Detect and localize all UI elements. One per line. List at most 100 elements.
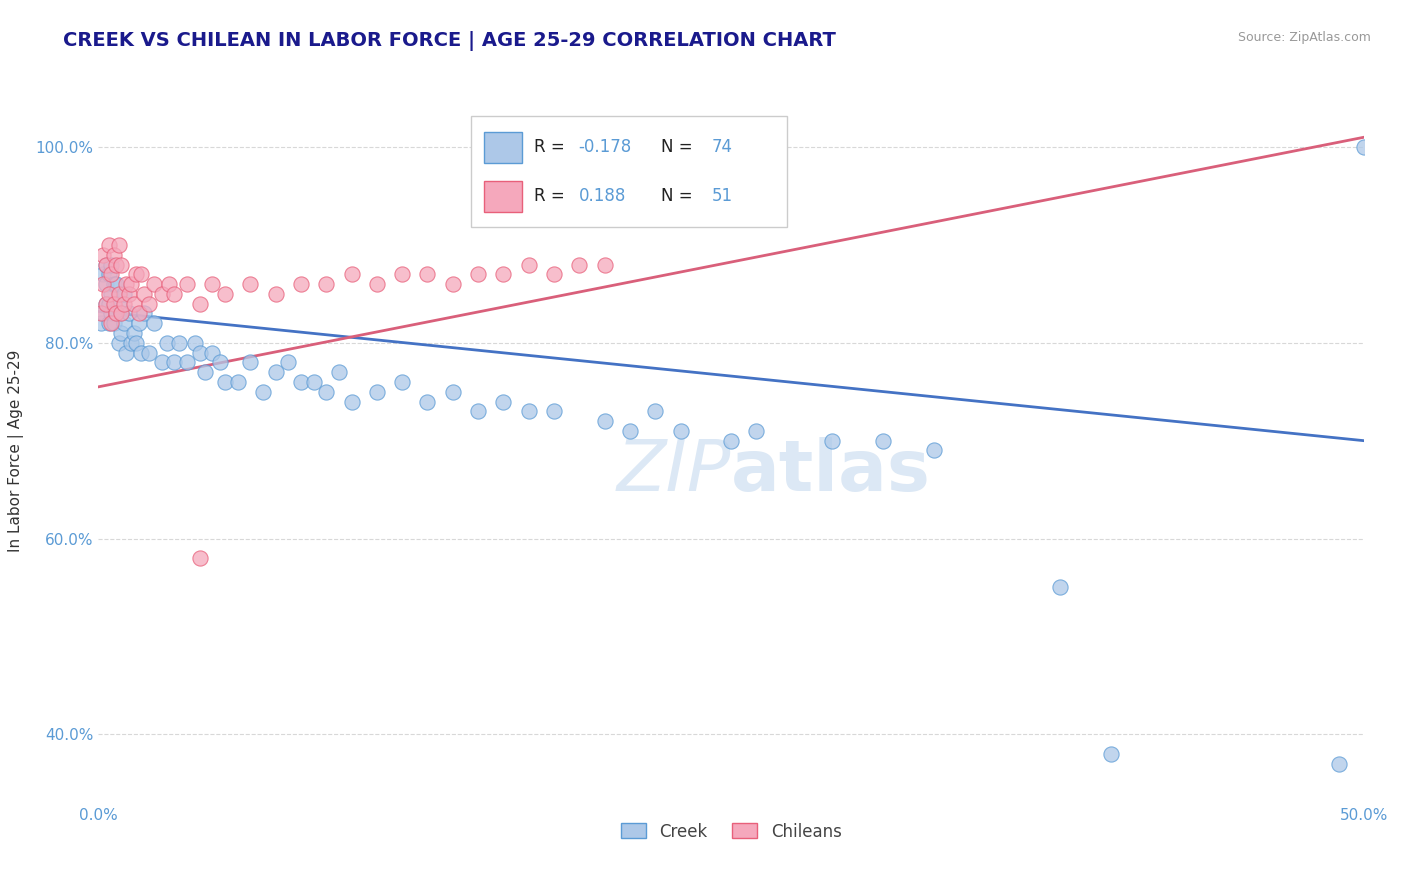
Point: [112, 296, 135, 310]
Point: [391, 268, 413, 282]
Point: [201, 277, 224, 291]
Point: [1049, 581, 1071, 595]
Point: [103, 316, 125, 330]
Point: [441, 384, 464, 399]
Text: 74: 74: [711, 138, 733, 156]
Point: [157, 277, 180, 291]
Point: [115, 277, 138, 291]
Point: [669, 424, 692, 438]
Point: [201, 345, 224, 359]
Point: [492, 394, 515, 409]
Point: [100, 316, 122, 330]
Point: [328, 365, 350, 379]
Point: [94, 258, 117, 272]
Point: [97, 286, 120, 301]
Point: [391, 375, 413, 389]
Point: [188, 551, 211, 566]
Point: [1353, 140, 1375, 154]
Point: [208, 355, 231, 369]
Point: [132, 306, 155, 320]
Text: 51: 51: [711, 187, 733, 205]
Point: [105, 306, 128, 320]
Text: -0.178: -0.178: [579, 138, 631, 156]
Point: [107, 335, 129, 350]
Point: [100, 306, 122, 320]
Point: [264, 286, 287, 301]
Point: [131, 268, 153, 282]
Legend: Creek, Chileans: Creek, Chileans: [614, 816, 848, 847]
Point: [156, 335, 179, 350]
Point: [492, 268, 515, 282]
Point: [150, 286, 173, 301]
Point: [290, 277, 312, 291]
Point: [188, 345, 211, 359]
Point: [93, 268, 115, 282]
Point: [110, 306, 132, 320]
Point: [90, 306, 112, 320]
Point: [93, 277, 115, 291]
Point: [105, 306, 128, 320]
Point: [128, 316, 150, 330]
Point: [340, 394, 363, 409]
Point: [138, 345, 160, 359]
Point: [97, 296, 120, 310]
Point: [619, 424, 641, 438]
Point: [467, 404, 489, 418]
Point: [132, 286, 155, 301]
Point: [125, 268, 148, 282]
Point: [543, 268, 565, 282]
Point: [315, 384, 337, 399]
Point: [467, 268, 489, 282]
Point: [150, 355, 173, 369]
Point: [568, 258, 591, 272]
Point: [169, 335, 191, 350]
Point: [194, 365, 217, 379]
Point: [138, 296, 160, 310]
Point: [93, 248, 115, 262]
Point: [366, 384, 388, 399]
Point: [97, 268, 120, 282]
Point: [122, 326, 145, 340]
Point: [107, 286, 129, 301]
Point: [112, 286, 135, 301]
Point: [122, 296, 145, 310]
Point: [120, 335, 142, 350]
Y-axis label: In Labor Force | Age 25-29: In Labor Force | Age 25-29: [8, 350, 24, 551]
Point: [105, 277, 128, 291]
Point: [100, 286, 122, 301]
Point: [103, 277, 125, 291]
Text: Source: ZipAtlas.com: Source: ZipAtlas.com: [1237, 31, 1371, 45]
Point: [1099, 747, 1122, 761]
Point: [131, 345, 153, 359]
Point: [120, 277, 142, 291]
Point: [922, 443, 945, 458]
Bar: [484, 180, 522, 212]
Point: [872, 434, 894, 448]
Point: [94, 258, 117, 272]
Point: [1327, 756, 1350, 771]
Point: [110, 326, 132, 340]
Point: [315, 277, 337, 291]
Point: [115, 345, 138, 359]
Text: N =: N =: [661, 138, 697, 156]
Point: [143, 316, 166, 330]
Text: atlas: atlas: [731, 437, 931, 506]
Point: [100, 268, 122, 282]
Point: [593, 414, 616, 428]
Point: [226, 375, 249, 389]
Point: [94, 277, 117, 291]
Point: [366, 277, 388, 291]
Text: ZIP: ZIP: [617, 437, 731, 506]
Point: [214, 286, 236, 301]
Point: [107, 238, 129, 252]
Text: R =: R =: [534, 138, 571, 156]
Point: [112, 316, 135, 330]
Point: [105, 258, 128, 272]
Point: [176, 355, 198, 369]
Point: [107, 296, 129, 310]
Point: [90, 316, 112, 330]
Point: [644, 404, 666, 418]
Point: [543, 404, 565, 418]
Point: [118, 286, 141, 301]
Point: [720, 434, 742, 448]
